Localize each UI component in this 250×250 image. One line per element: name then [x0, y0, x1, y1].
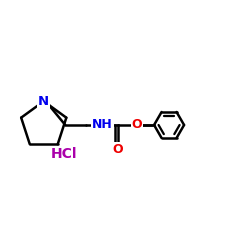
Text: HCl: HCl: [50, 147, 77, 161]
Text: N: N: [38, 95, 49, 108]
Text: NH: NH: [92, 118, 113, 132]
Text: O: O: [132, 118, 142, 132]
Text: O: O: [112, 143, 123, 156]
